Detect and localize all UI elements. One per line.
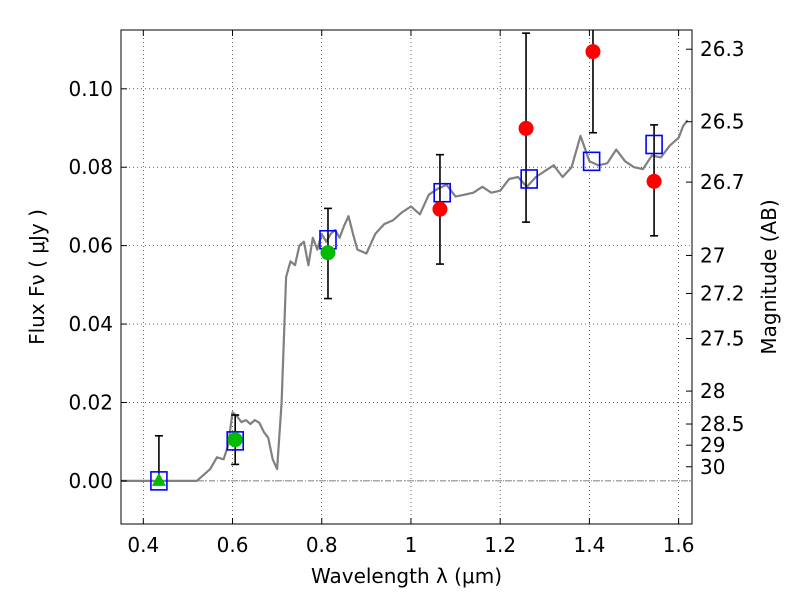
data-point-circle: [432, 201, 448, 217]
model-photometry-square: [150, 471, 168, 491]
sed-model-line: [121, 119, 689, 482]
y-tick-label: 0.08: [68, 155, 113, 179]
data-point-circle: [585, 44, 601, 60]
y2-tick-label: 26.5: [700, 110, 745, 134]
upper-limit-triangle: [151, 472, 166, 486]
y-tick-label: 0.02: [68, 390, 113, 414]
y-tick-label: 0.06: [68, 234, 113, 258]
axis-ticks-group: [121, 30, 692, 524]
model-photometry-square: [645, 134, 663, 155]
x-tick-label: 0.6: [217, 533, 249, 557]
x-tick-label: 0.8: [306, 533, 338, 557]
x-tick-label: 0.4: [127, 533, 159, 557]
markers-group: [150, 44, 663, 491]
sed-curve-group: [121, 119, 689, 482]
y2-tick-label: 26.7: [700, 170, 745, 194]
y-tick-label: 0.04: [68, 312, 113, 336]
plot-frame: [120, 29, 693, 525]
y2-tick-label: 28: [700, 379, 725, 403]
data-point-circle: [320, 245, 336, 261]
y2-tick-label: 28.5: [700, 412, 745, 436]
data-point-circle: [646, 173, 662, 189]
model-photometry-square: [582, 151, 601, 172]
grid-lines: [121, 30, 692, 524]
data-point-circle: [227, 432, 243, 448]
model-photometry-square: [433, 182, 451, 203]
y-tick-label: 0.10: [68, 77, 113, 101]
x-axis-label: Wavelength λ (μm): [311, 564, 502, 588]
model-photometry-square: [226, 431, 244, 451]
data-point-circle: [518, 120, 534, 136]
model-photometry-square: [520, 169, 538, 189]
y2-tick-label: 26.3: [700, 37, 745, 61]
tick-labels-group: 0.4 0.6 0.8 1 1.2 1.4 1.6 0.00 0.02 0.04 0.06 0.08 0…: [68, 37, 744, 557]
y2-axis-label: Magnitude (AB): [757, 199, 781, 354]
y2-tick-label: 27: [700, 243, 725, 267]
x-tick-label: 1.4: [573, 533, 605, 557]
y2-tick-label: 27.5: [700, 327, 745, 351]
y-tick-label: 0.00: [68, 469, 113, 493]
y2-tick-label: 30: [700, 455, 725, 479]
x-tick-label: 1.6: [663, 533, 695, 557]
x-tick-label: 1: [405, 533, 418, 557]
y2-tick-label: 27.2: [700, 281, 745, 305]
y2-tick-label: 29: [700, 433, 725, 457]
x-tick-label: 1.2: [484, 533, 516, 557]
y-axis-label: Flux Fν ( μJy ): [25, 209, 49, 345]
error-bars-group: [154, 30, 659, 482]
